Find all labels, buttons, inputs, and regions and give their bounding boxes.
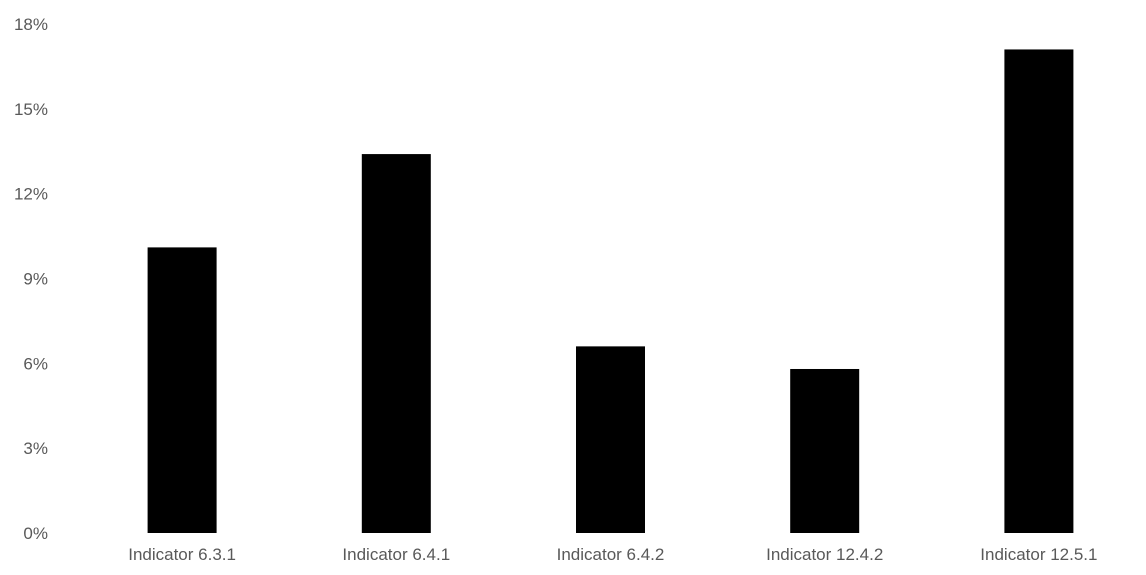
x-axis: Indicator 6.3.1 Indicator 6.4.1 Indicator … [128,545,1097,564]
y-tick-label: 12% [14,185,48,204]
bar [147,247,217,533]
y-tick-label: 3% [23,439,48,458]
bars-group [147,49,1074,534]
y-tick-label: 6% [23,354,48,373]
x-tick-label: Indicator 6.4.2 [557,545,665,564]
y-tick-label: 15% [14,100,48,119]
bar [361,154,431,534]
bar [1004,49,1074,533]
x-tick-label: Indicator 6.3.1 [128,545,236,564]
x-tick-label: Indicator 12.5.1 [980,545,1097,564]
x-tick-label: Indicator 6.4.1 [342,545,450,564]
y-tick-label: 0% [23,524,48,543]
y-tick-label: 9% [23,270,48,289]
y-axis: 0% 3% 6% 9% 12% 15% 18% [14,15,48,543]
bar [790,368,860,533]
y-tick-label: 18% [14,15,48,34]
x-tick-label: Indicator 12.4.2 [766,545,883,564]
bar [576,346,645,533]
